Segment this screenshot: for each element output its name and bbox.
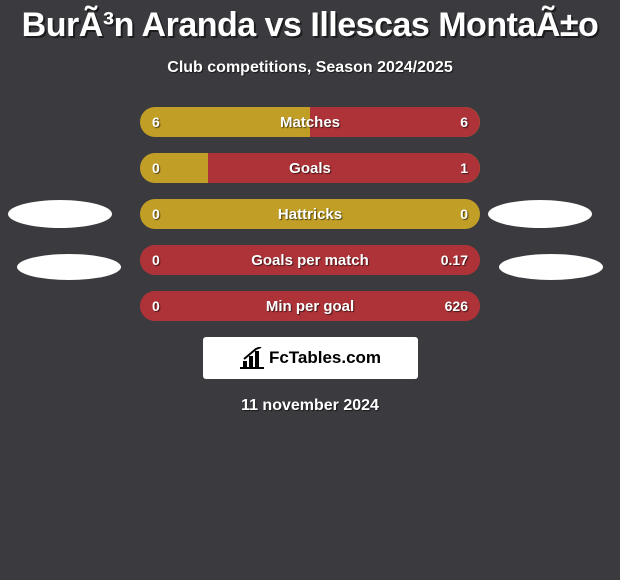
stat-right-value: 0.17 [441, 252, 468, 268]
site-brand-text: FcTables.com [269, 348, 381, 368]
stats-rows: 6 Matches 6 0 Goals 1 0 Hattricks 0 0 Goals per ma… [140, 107, 480, 321]
stat-row: 0 Min per goal 626 [140, 291, 480, 321]
stat-label: Hattricks [278, 206, 342, 223]
stat-label: Matches [280, 114, 340, 131]
page-title: BurÃ³n Aranda vs Illescas MontaÃ±o [0, 0, 620, 45]
stat-row: 0 Goals per match 0.17 [140, 245, 480, 275]
team-a-badge-top [8, 200, 112, 228]
stat-row: 6 Matches 6 [140, 107, 480, 137]
stat-right-value: 6 [460, 114, 468, 130]
stat-right-value: 626 [445, 298, 468, 314]
date-text: 11 november 2024 [0, 397, 620, 415]
subtitle: Club competitions, Season 2024/2025 [0, 59, 620, 77]
stat-row: 0 Hattricks 0 [140, 199, 480, 229]
site-brand-badge: FcTables.com [203, 337, 418, 379]
team-b-badge-bottom [499, 254, 603, 280]
stat-left-value: 0 [152, 298, 160, 314]
stat-label: Goals [289, 160, 331, 177]
stat-right-value: 1 [460, 160, 468, 176]
team-b-badge-top [488, 200, 592, 228]
stat-label: Min per goal [266, 298, 354, 315]
team-a-badge-bottom [17, 254, 121, 280]
stat-label: Goals per match [251, 252, 369, 269]
stat-left-value: 6 [152, 114, 160, 130]
stat-left-value: 0 [152, 252, 160, 268]
stat-left-value: 0 [152, 206, 160, 222]
bar-chart-icon [239, 347, 265, 369]
stat-left-value: 0 [152, 160, 160, 176]
stat-row: 0 Goals 1 [140, 153, 480, 183]
stat-right-value: 0 [460, 206, 468, 222]
